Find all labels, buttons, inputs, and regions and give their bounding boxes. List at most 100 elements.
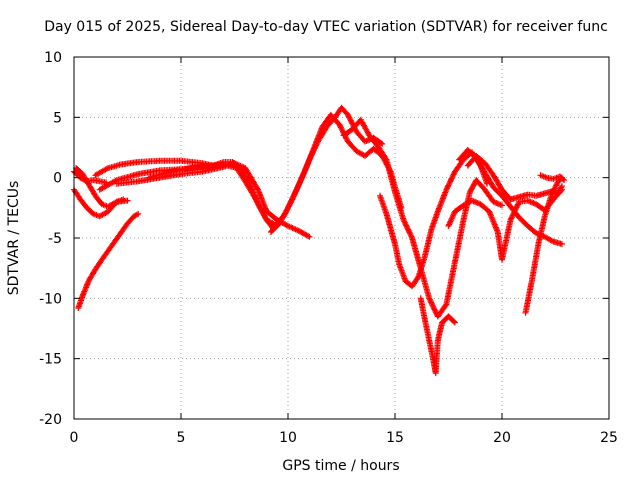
data-point-markers (77, 196, 89, 210)
data-point-markers (86, 267, 98, 284)
data-point-marker (499, 202, 505, 209)
data-point-markers (118, 159, 140, 168)
data-point-markers (554, 184, 565, 197)
data-point-markers (422, 228, 434, 260)
data-point-markers (556, 173, 566, 183)
data-point-markers (443, 170, 458, 193)
data-point-markers (383, 210, 398, 246)
data-point-markers (285, 222, 301, 234)
data-point-markers (392, 241, 402, 266)
data-point-markers (409, 275, 421, 290)
data-point-markers (145, 169, 172, 181)
y-tick-label: 5 (53, 110, 62, 126)
data-point-markers (113, 171, 140, 184)
data-point-markers (242, 165, 261, 192)
data-point-markers (445, 209, 458, 229)
data-point-markers (374, 143, 389, 162)
series-arc-4 (75, 210, 142, 311)
series-arc-3 (73, 165, 131, 210)
data-point-markers (443, 260, 458, 308)
data-point-markers (83, 204, 96, 216)
data-point-markers (79, 278, 92, 299)
data-point-markers (135, 167, 162, 177)
data-point-markers (522, 278, 535, 316)
data-point-markers (263, 208, 280, 222)
data-point-markers (135, 157, 161, 165)
data-point-markers (409, 235, 424, 270)
data-point-markers (92, 192, 104, 206)
data-point-markers (92, 165, 110, 179)
data-point-markers (535, 214, 548, 247)
data-point-markers (490, 198, 504, 208)
data-point-markers (392, 189, 407, 222)
data-point-markers (267, 221, 282, 235)
data-point-marker (135, 210, 142, 217)
data-point-markers (396, 261, 409, 283)
data-point-markers (415, 254, 428, 280)
series-arc-17 (537, 172, 568, 184)
data-point-markers (310, 125, 325, 152)
data-point-markers (229, 159, 243, 171)
y-axis-title: SDTVAR / TECUs (6, 181, 22, 296)
data-point-markers (188, 162, 215, 171)
data-point-markers (237, 165, 252, 186)
data-point-markers (96, 177, 119, 193)
data-point-markers (426, 295, 441, 318)
chart-title: Day 015 of 2025, Sidereal Day-to-day VTE… (44, 19, 608, 35)
data-point-markers (327, 111, 342, 127)
y-tick-label: -20 (39, 412, 62, 428)
series-arc-7 (113, 160, 313, 240)
series-arc-10 (340, 116, 505, 320)
data-point-markers (96, 209, 110, 220)
data-point-markers (293, 168, 308, 193)
axis-ticks: 0 5 10 15 20 25 -20 -15 -10 -5 0 5 10 (39, 50, 618, 446)
data-point-markers (340, 127, 354, 139)
x-axis-title: GPS time / hours (282, 458, 399, 474)
data-point-markers (434, 302, 449, 320)
data-point-markers (541, 233, 555, 244)
data-point-markers (302, 147, 317, 174)
data-point-markers (366, 132, 380, 149)
data-point-markers (417, 295, 428, 322)
data-point-markers (486, 208, 501, 234)
data-point-markers (107, 233, 121, 251)
data-point-marker (379, 140, 386, 147)
data-point-markers (124, 214, 136, 227)
data-point-markers (445, 313, 457, 325)
data-point-markers (481, 160, 496, 177)
data-point-markers (338, 104, 350, 117)
data-point-markers (178, 168, 204, 177)
data-point-markers (344, 138, 359, 153)
data-point-markers (255, 186, 269, 213)
data-point-marker (451, 319, 458, 326)
data-point-markers (432, 339, 441, 377)
x-tick-label: 15 (386, 430, 404, 446)
data-point-markers (98, 246, 113, 263)
data-point-markers (130, 211, 140, 220)
data-point-marker (561, 177, 568, 184)
data-point-markers (92, 258, 104, 273)
x-tick-label: 5 (177, 430, 186, 446)
data-point-markers (79, 171, 92, 187)
y-tick-label: -15 (39, 352, 62, 368)
data-point-marker (558, 241, 565, 248)
data-point-marker (558, 183, 565, 190)
data-point-markers (178, 157, 204, 166)
data-point-markers (481, 169, 496, 189)
data-point-markers (529, 242, 542, 284)
data-point-markers (426, 337, 437, 363)
data-point-markers (473, 177, 487, 192)
y-tick-label: -10 (39, 291, 62, 307)
x-tick-label: 20 (493, 430, 511, 446)
y-tick-label: -5 (48, 231, 62, 247)
data-point-markers (115, 221, 130, 239)
data-point-markers (473, 152, 487, 166)
data-point-markers (451, 218, 467, 266)
data-point-markers (507, 203, 522, 220)
data-point-markers (199, 164, 226, 175)
data-point-markers (499, 218, 514, 263)
data-point-markers (400, 216, 415, 240)
data-point-markers (73, 165, 85, 176)
series-arc-11 (377, 149, 491, 290)
